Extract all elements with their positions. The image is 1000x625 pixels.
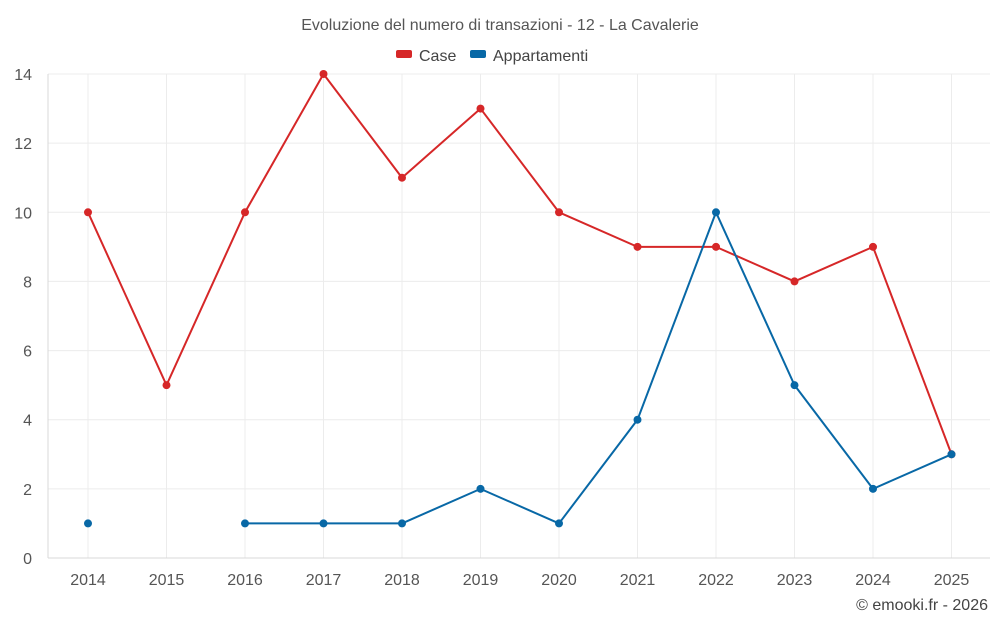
x-tick-label: 2019 [463,572,499,589]
x-tick-label: 2021 [620,572,656,589]
x-tick-label: 2025 [934,572,970,589]
data-point-case[interactable] [555,208,563,217]
series-layer [84,70,956,528]
x-tick-label: 2024 [855,572,891,589]
x-tick-label: 2016 [227,572,263,589]
data-point-appartamenti[interactable] [712,208,720,217]
series-appartamenti [84,208,956,528]
data-point-appartamenti[interactable] [398,519,406,528]
chart-title: Evoluzione del numero di transazioni - 1… [301,17,699,34]
x-tick-label: 2015 [149,572,185,589]
x-tick-label: 2023 [777,572,813,589]
y-tick-label: 2 [23,482,32,499]
y-tick-label: 0 [23,551,32,568]
data-point-case[interactable] [319,70,328,78]
data-point-case[interactable] [790,277,799,286]
data-point-case[interactable] [633,242,642,251]
x-tick-label: 2014 [70,572,106,589]
data-point-case[interactable] [869,242,877,251]
series-line-appartamenti [245,211,952,525]
legend: Case Appartamenti [396,48,588,65]
y-tick-label: 10 [14,205,32,222]
data-point-case[interactable] [398,173,406,182]
data-point-case[interactable] [241,208,249,217]
x-tick-label: 2018 [384,572,420,589]
y-tick-label: 14 [14,67,32,84]
grid [48,73,990,558]
x-tick-label: 2020 [541,572,577,589]
data-point-appartamenti[interactable] [84,519,92,528]
data-point-appartamenti[interactable] [790,381,799,390]
series-case [84,70,956,459]
credit-text: © emooki.fr - 2026 [856,597,988,614]
x-tick-label: 2017 [306,572,342,589]
data-point-case[interactable] [84,208,92,217]
legend-item-appartamenti[interactable]: Appartamenti [470,48,588,65]
series-line-case [87,73,953,455]
data-point-appartamenti[interactable] [869,484,877,493]
data-point-case[interactable] [162,381,171,390]
data-point-appartamenti[interactable] [241,519,249,528]
y-tick-label: 12 [14,136,32,153]
data-point-appartamenti[interactable] [319,519,328,528]
data-point-case[interactable] [476,104,485,113]
y-tick-label: 6 [23,344,32,361]
x-tick-label: 2022 [698,572,734,589]
legend-swatch-appartamenti [470,50,486,58]
axes: 0 2 4 6 8 10 12 14 2014 2015 2016 2017 2018 2019 2020 2… [14,67,990,589]
y-tick-label: 4 [23,413,32,430]
data-point-case[interactable] [712,242,720,251]
data-point-appartamenti[interactable] [633,415,642,424]
legend-label-appartamenti: Appartamenti [493,48,588,65]
legend-item-case[interactable]: Case [396,48,456,65]
legend-label-case: Case [419,48,456,65]
data-point-appartamenti[interactable] [555,519,563,528]
data-point-appartamenti[interactable] [947,450,956,459]
legend-swatch-case [396,50,412,58]
data-point-appartamenti[interactable] [476,484,485,493]
y-tick-label: 8 [23,274,32,291]
